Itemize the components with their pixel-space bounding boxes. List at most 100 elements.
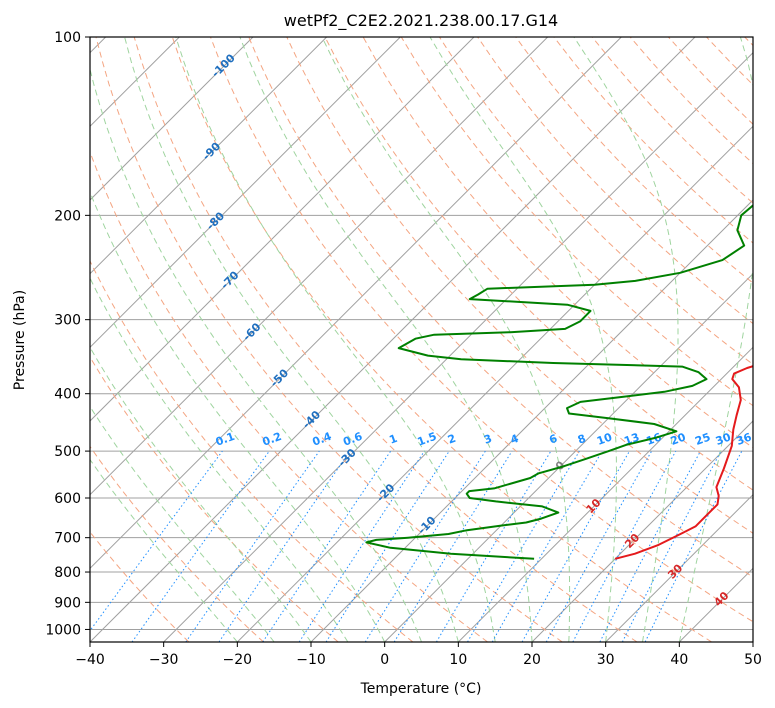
x-tick-label: 20 (523, 652, 541, 668)
isotherm-line (90, 37, 475, 422)
moist-adiabat-line (678, 37, 753, 642)
mixing-ratio-label: 0.1 (214, 430, 237, 449)
mixing-ratio-line (185, 450, 320, 642)
isotherm-line (310, 199, 753, 642)
isotherm-line (90, 37, 696, 642)
profile-series (365, 204, 753, 560)
y-tick-label: 700 (54, 531, 81, 547)
mixing-ratio-label: 2 (446, 432, 458, 447)
moist-adiabat-line (90, 346, 312, 642)
mixing-ratio-line (435, 450, 552, 642)
mixing-ratio-line (393, 450, 513, 642)
isotherm-label: 30 (665, 561, 685, 581)
y-tick-label: 800 (54, 565, 81, 581)
y-axis-label: Pressure (hPa) (12, 290, 28, 390)
mixing-ratio-line (325, 450, 450, 642)
y-tick-label: 300 (54, 313, 81, 329)
dry-adiabat-line (95, 37, 563, 642)
mixing-ratio-line (298, 450, 425, 642)
y-tick-label: 900 (54, 595, 81, 611)
mixing-ratio-line (521, 450, 630, 642)
moist-adiabat-line (239, 37, 533, 642)
isotherm-line (90, 37, 328, 275)
moist-adiabat-line (90, 67, 422, 642)
mixing-ratio-label: 3 (482, 432, 494, 447)
isotherms (90, 37, 753, 642)
x-tick-label: −40 (75, 652, 105, 668)
mixing-ratio-label: 30 (714, 430, 733, 448)
x-tick-label: −10 (296, 652, 326, 668)
mixing-ratio-label: 10 (595, 430, 614, 448)
mixing-ratio-line (218, 450, 351, 642)
mixing-ratio-line (262, 450, 392, 642)
moist-adiabat-line (321, 37, 571, 642)
dry-adiabat-line (90, 445, 264, 642)
isotherm-line (236, 125, 753, 642)
dry-adiabat-line (744, 37, 753, 47)
mixing-ratio-label: 0.6 (341, 430, 364, 449)
moist-adiabat-line (429, 37, 617, 642)
dry-adiabat-line (515, 37, 753, 284)
dry-adiabat-line (90, 259, 414, 642)
x-tick-label: 30 (597, 652, 615, 668)
moist-adiabat-line (90, 458, 238, 642)
isotherm-line (752, 641, 753, 642)
y-tick-label: 500 (54, 444, 81, 460)
x-tick-label: −20 (223, 652, 253, 668)
isotherm-line (605, 493, 753, 642)
mixing-ratio-label: 0.4 (311, 430, 334, 449)
x-tick-label: 0 (380, 652, 389, 668)
moist-adiabat-line (175, 37, 496, 642)
isotherm-line (678, 567, 753, 642)
plot-area: -100-90-80-70-60-50-40-30-20-10010203040… (90, 37, 754, 642)
mixing-ratio-label: 4 (509, 432, 521, 447)
dry-adiabat-line (248, 37, 753, 578)
mixing-ratio-label: 25 (693, 431, 712, 448)
isotherm-line (90, 37, 622, 570)
dry-adiabat-line (133, 37, 638, 642)
isotherm-label: -90 (200, 139, 223, 162)
mixing-ratio-lines (90, 450, 743, 642)
dry-adiabat-line (210, 37, 753, 623)
isotherm-line (90, 37, 549, 496)
isotherm-label: -50 (268, 366, 291, 389)
y-tick-label: 600 (54, 491, 81, 507)
dry-adiabats (90, 37, 753, 642)
dry-adiabat-line (286, 37, 753, 534)
isotherm-line (457, 346, 753, 642)
mixing-ratio-line (90, 450, 223, 632)
isotherm-line (90, 37, 401, 349)
dry-adiabat-line (90, 531, 190, 642)
isotherm-line (90, 37, 254, 201)
dewpoint-profile-line (365, 204, 753, 560)
mixing-ratio-label: 6 (547, 432, 559, 447)
mixing-ratio-line (599, 450, 701, 642)
mixing-ratio-line (131, 450, 270, 642)
mixing-ratio-label: 1 (387, 432, 399, 447)
dry-adiabat-line (668, 37, 753, 125)
mixing-ratio-line (545, 450, 653, 642)
dry-adiabat-line (591, 37, 753, 204)
moist-adiabat-line (573, 37, 679, 642)
dry-adiabat-line (706, 37, 753, 86)
isotherm-line (531, 420, 753, 642)
isotherm-line (384, 272, 753, 642)
isotherm-label: -40 (300, 408, 323, 431)
x-tick-label: 40 (670, 652, 688, 668)
isotherm-label: -70 (218, 268, 241, 291)
dry-adiabat-line (90, 356, 339, 642)
x-axis-label: Temperature (°C) (360, 681, 482, 697)
x-tick-label: 10 (449, 652, 467, 668)
moist-adiabat-line (90, 276, 349, 642)
y-axis: 100 200 300 400 500 600 700 800 900 1000 (45, 30, 90, 638)
plot-frame (89, 36, 754, 643)
moist-adiabat-line (90, 405, 275, 642)
isotherm-label: -100 (209, 51, 238, 80)
mixing-ratio-label: 36 (735, 430, 754, 448)
moist-adiabat-line (124, 37, 459, 642)
moist-adiabat-line (90, 190, 386, 642)
mixing-ratio-label: 8 (576, 432, 588, 447)
dry-adiabat-line (553, 37, 753, 244)
y-tick-label: 100 (54, 30, 81, 46)
